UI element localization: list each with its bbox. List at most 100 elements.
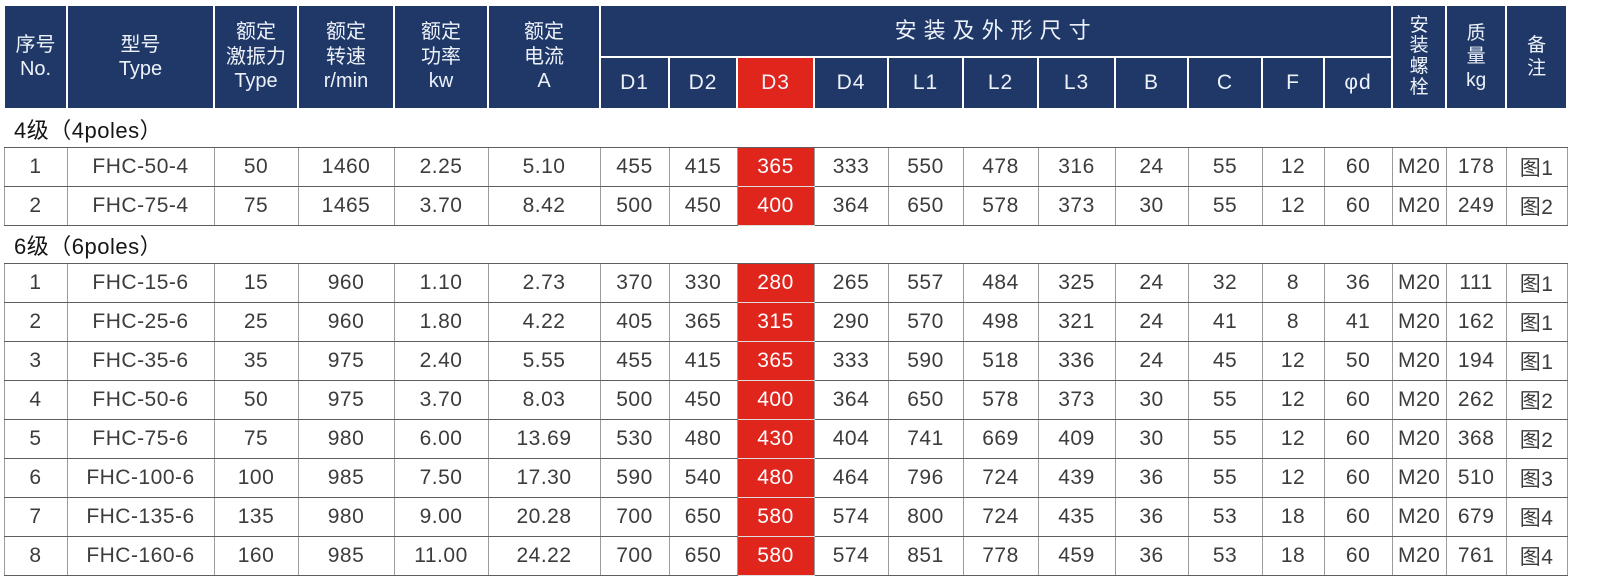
cell: 316	[1037, 147, 1116, 187]
cell: 17.30	[487, 458, 601, 498]
cell: 498	[962, 302, 1039, 342]
cell: 373	[1037, 380, 1116, 420]
cell: 980	[297, 419, 395, 459]
col-header-dim-L3: L3	[1037, 56, 1116, 110]
col-header-rated-speed: 额定 转速 r/min	[297, 4, 395, 110]
cell: 333	[813, 147, 889, 187]
cell: 373	[1037, 186, 1116, 226]
cell: 500	[599, 380, 670, 420]
cell: 570	[887, 302, 964, 342]
cell: 2.73	[487, 263, 601, 303]
cell: FHC-15-6	[66, 263, 215, 303]
col-header-rated-current: 额定 电流 A	[487, 4, 601, 110]
cell: 20.28	[487, 497, 601, 537]
cell: 590	[887, 341, 964, 381]
cell: 50	[213, 380, 299, 420]
cell: 364	[813, 380, 889, 420]
cell: M20	[1391, 458, 1447, 498]
cell: 50	[213, 147, 299, 187]
cell: 24	[1114, 147, 1189, 187]
cell: 650	[887, 380, 964, 420]
cell: 55	[1187, 380, 1263, 420]
cell: 4.22	[487, 302, 601, 342]
cell: 55	[1187, 419, 1263, 459]
cell: 8	[1261, 263, 1325, 303]
cell: 45	[1187, 341, 1263, 381]
cell: 图2	[1505, 419, 1568, 459]
cell: 6	[3, 458, 68, 498]
cell: 1	[3, 263, 68, 303]
cell: 12	[1261, 419, 1325, 459]
cell: 55	[1187, 458, 1263, 498]
cell: 9.00	[393, 497, 489, 537]
cell: 478	[962, 147, 1039, 187]
cell: 435	[1037, 497, 1116, 537]
cell: 100	[213, 458, 299, 498]
cell: 8.03	[487, 380, 601, 420]
cell: 574	[813, 497, 889, 537]
cell: 800	[887, 497, 964, 537]
cell-d3-highlighted: 280	[736, 263, 815, 303]
cell: 2.40	[393, 341, 489, 381]
cell: 321	[1037, 302, 1116, 342]
col-header-type: 型号 Type	[66, 4, 215, 110]
cell: 368	[1445, 419, 1507, 459]
cell: 700	[599, 497, 670, 537]
cell: 36	[1114, 536, 1189, 576]
cell-d3-highlighted: 400	[736, 380, 815, 420]
cell: 24.22	[487, 536, 601, 576]
cell: 图1	[1505, 341, 1568, 381]
cell: 12	[1261, 147, 1325, 187]
cell: 60	[1323, 497, 1393, 537]
cell: 370	[599, 263, 670, 303]
cell: 18	[1261, 497, 1325, 537]
cell-d3-highlighted: 315	[736, 302, 815, 342]
cell: 590	[599, 458, 670, 498]
cell: 650	[887, 186, 964, 226]
cell: 450	[668, 186, 738, 226]
col-header-dim-L1: L1	[887, 56, 964, 110]
cell: 325	[1037, 263, 1116, 303]
cell: 540	[668, 458, 738, 498]
col-header-excitation-force: 额定 激振力 Type	[213, 4, 299, 110]
cell: 36	[1323, 263, 1393, 303]
cell: M20	[1391, 497, 1447, 537]
cell: 4	[3, 380, 68, 420]
cell: 510	[1445, 458, 1507, 498]
cell: M20	[1391, 302, 1447, 342]
table-row: 5 FHC-75-6 75 980 6.00 13.69 530 480 430 404 741 66…	[3, 419, 1568, 459]
cell: 7	[3, 497, 68, 537]
cell: 960	[297, 302, 395, 342]
cell: M20	[1391, 341, 1447, 381]
motor-spec-table: 序号 No. 型号 Type 额定 激振力 Type 额定 转速 r/min 额…	[3, 4, 1569, 576]
cell: 985	[297, 458, 395, 498]
cell: 11.00	[393, 536, 489, 576]
cell-d3-highlighted: 430	[736, 419, 815, 459]
cell: 455	[599, 341, 670, 381]
col-header-note: 备 注	[1505, 4, 1569, 110]
cell: M20	[1391, 147, 1447, 187]
cell: 60	[1323, 419, 1393, 459]
cell: 405	[599, 302, 670, 342]
col-header-dim-φd: φd	[1322, 56, 1394, 110]
cell: 480	[668, 419, 738, 459]
table-row: 2 FHC-25-6 25 960 1.80 4.22 405 365 315 290 570 498…	[3, 302, 1568, 342]
cell: 960	[297, 263, 395, 303]
cell: 724	[962, 458, 1039, 498]
cell: 75	[213, 419, 299, 459]
cell: 500	[599, 186, 670, 226]
cell: 36	[1114, 497, 1189, 537]
cell: 12	[1261, 186, 1325, 226]
cell: 262	[1445, 380, 1507, 420]
cell: 2	[3, 302, 68, 342]
cell: 574	[813, 536, 889, 576]
cell: 图4	[1505, 536, 1568, 576]
cell: 8	[1261, 302, 1325, 342]
cell: 图2	[1505, 380, 1568, 420]
cell: 455	[599, 147, 670, 187]
cell: 1.80	[393, 302, 489, 342]
cell: 364	[813, 186, 889, 226]
cell: 404	[813, 419, 889, 459]
col-header-dim-D2: D2	[668, 56, 738, 110]
cell: 194	[1445, 341, 1507, 381]
